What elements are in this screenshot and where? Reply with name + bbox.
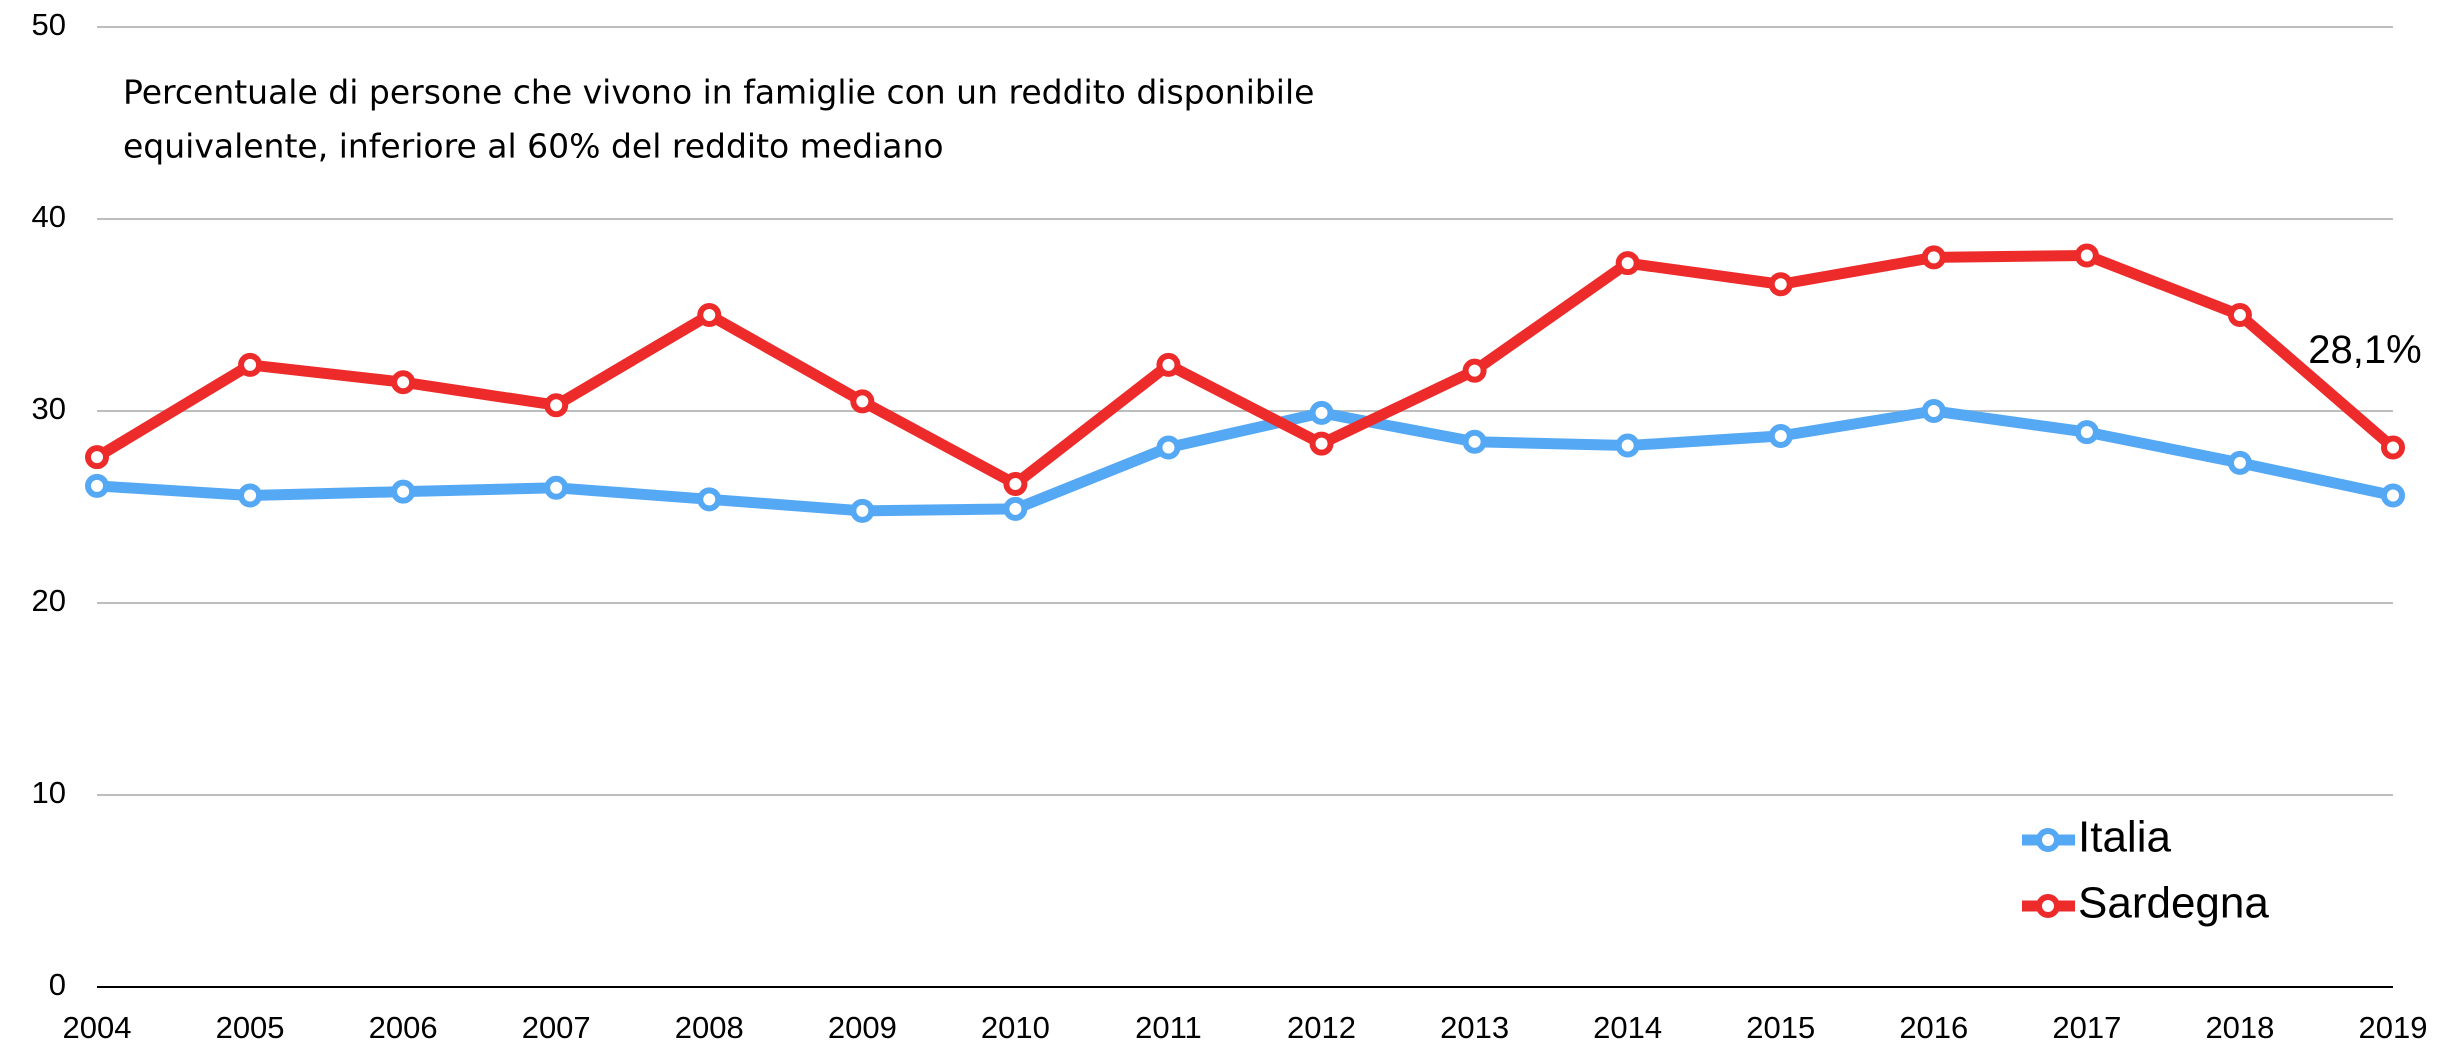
legend-label: Sardegna bbox=[2078, 879, 2269, 928]
marker bbox=[238, 352, 263, 377]
marker bbox=[850, 498, 875, 523]
marker bbox=[1615, 433, 1640, 458]
marker bbox=[2381, 483, 2405, 508]
marker bbox=[1003, 496, 1028, 521]
x-tick-label: 2013 bbox=[1440, 1010, 1509, 1045]
chart-title: equivalente, inferiore al 60% del reddit… bbox=[123, 127, 944, 166]
marker bbox=[85, 445, 109, 470]
legend-marker bbox=[2036, 828, 2060, 852]
y-tick-label: 40 bbox=[32, 199, 66, 234]
marker bbox=[850, 389, 875, 414]
y-tick-label: 50 bbox=[32, 7, 66, 42]
series-line bbox=[94, 249, 2397, 490]
x-tick-label: 2005 bbox=[216, 1010, 285, 1045]
x-tick-label: 2012 bbox=[1287, 1010, 1356, 1045]
marker bbox=[544, 475, 569, 500]
marker bbox=[1768, 423, 1793, 448]
marker bbox=[238, 483, 263, 508]
marker bbox=[2074, 243, 2099, 268]
marker bbox=[2227, 450, 2252, 475]
marker bbox=[697, 303, 722, 327]
marker bbox=[544, 393, 569, 418]
legend-label: Italia bbox=[2078, 813, 2171, 862]
marker bbox=[1309, 400, 1334, 425]
data-label: 28,1% bbox=[2308, 328, 2421, 372]
legend-marker bbox=[2036, 894, 2060, 918]
marker bbox=[1921, 245, 1946, 270]
x-tick-label: 2017 bbox=[2052, 1010, 2121, 1045]
x-tick-label: 2009 bbox=[828, 1010, 897, 1045]
marker bbox=[1462, 429, 1487, 454]
x-tick-label: 2010 bbox=[981, 1010, 1050, 1045]
marker bbox=[1156, 352, 1181, 377]
y-tick-label: 30 bbox=[32, 391, 66, 426]
marker bbox=[2381, 435, 2405, 460]
x-tick-label: 2018 bbox=[2205, 1010, 2274, 1045]
chart-title: Percentuale di persone che vivono in fam… bbox=[123, 73, 1314, 112]
x-tick-label: 2007 bbox=[522, 1010, 591, 1045]
y-tick-label: 20 bbox=[32, 583, 66, 618]
marker bbox=[1156, 435, 1181, 460]
x-tick-label: 2014 bbox=[1593, 1010, 1662, 1045]
x-tick-label: 2019 bbox=[2359, 1010, 2428, 1045]
x-tick-label: 2011 bbox=[1135, 1010, 1202, 1045]
marker bbox=[391, 370, 416, 395]
x-tick-label: 2008 bbox=[675, 1010, 744, 1045]
marker bbox=[1921, 399, 1946, 423]
marker bbox=[1768, 272, 1793, 297]
marker bbox=[2227, 303, 2252, 327]
y-tick-label: 0 bbox=[49, 967, 66, 1002]
x-tick-label: 2016 bbox=[1899, 1010, 1968, 1045]
marker bbox=[1462, 358, 1487, 383]
marker bbox=[2074, 420, 2099, 445]
y-tick-label: 10 bbox=[32, 775, 66, 810]
x-tick-label: 2004 bbox=[63, 1010, 132, 1045]
marker bbox=[697, 487, 722, 512]
series-line bbox=[96, 405, 2395, 517]
marker bbox=[391, 479, 416, 504]
marker bbox=[1003, 471, 1028, 496]
marker bbox=[1615, 251, 1640, 276]
marker bbox=[85, 473, 109, 498]
marker bbox=[1309, 431, 1334, 456]
x-tick-label: 2006 bbox=[369, 1010, 438, 1045]
x-tick-label: 2015 bbox=[1746, 1010, 1815, 1045]
